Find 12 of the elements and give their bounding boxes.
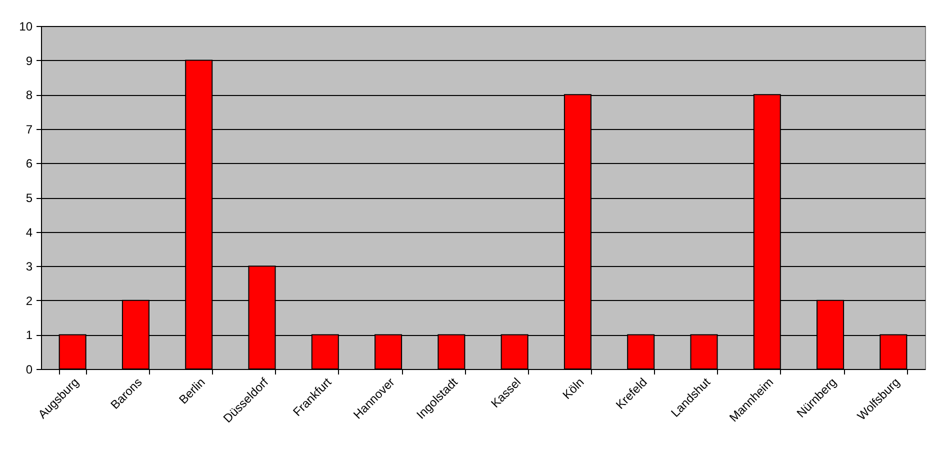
y-tick-label: 2: [26, 294, 33, 308]
y-tick-label: 5: [26, 191, 33, 205]
y-tick-label: 3: [26, 260, 33, 274]
y-tick-label: 0: [26, 362, 33, 376]
y-tick-label: 1: [26, 328, 33, 342]
x-tick-label: Köln: [560, 375, 587, 402]
y-tick-label: 6: [26, 156, 33, 171]
y-tick-label: 10: [19, 20, 33, 34]
y-tick-label: 8: [26, 88, 33, 102]
y-tick-label: 7: [26, 122, 33, 136]
y-tick-label: 4: [26, 225, 33, 240]
y-tick-label: 9: [26, 54, 33, 68]
